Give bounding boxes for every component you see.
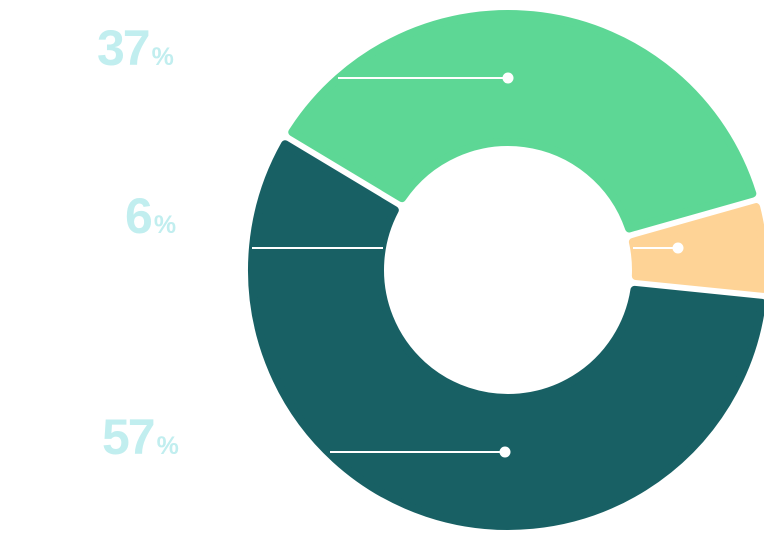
data-label-37: 37% <box>97 20 174 76</box>
data-label-6-value: 6 <box>125 188 151 244</box>
data-label-37-value: 37 <box>97 20 149 76</box>
connector-dot-57 <box>499 446 511 458</box>
data-label-6: 6% <box>125 188 176 244</box>
connector-group <box>252 72 684 458</box>
slice-57-percent[interactable] <box>248 140 764 530</box>
data-label-group: 37% 6% 57% <box>97 20 179 465</box>
data-label-37-unit: % <box>152 43 174 71</box>
connector-dot-6 <box>672 242 684 254</box>
data-label-57-unit: % <box>157 432 179 460</box>
data-label-57: 57% <box>102 409 179 465</box>
data-label-57-value: 57 <box>102 409 154 465</box>
data-label-6-unit: % <box>154 211 176 239</box>
slice-37-percent[interactable] <box>288 10 757 233</box>
slice-group <box>248 10 764 530</box>
connector-dot-37 <box>502 72 514 84</box>
